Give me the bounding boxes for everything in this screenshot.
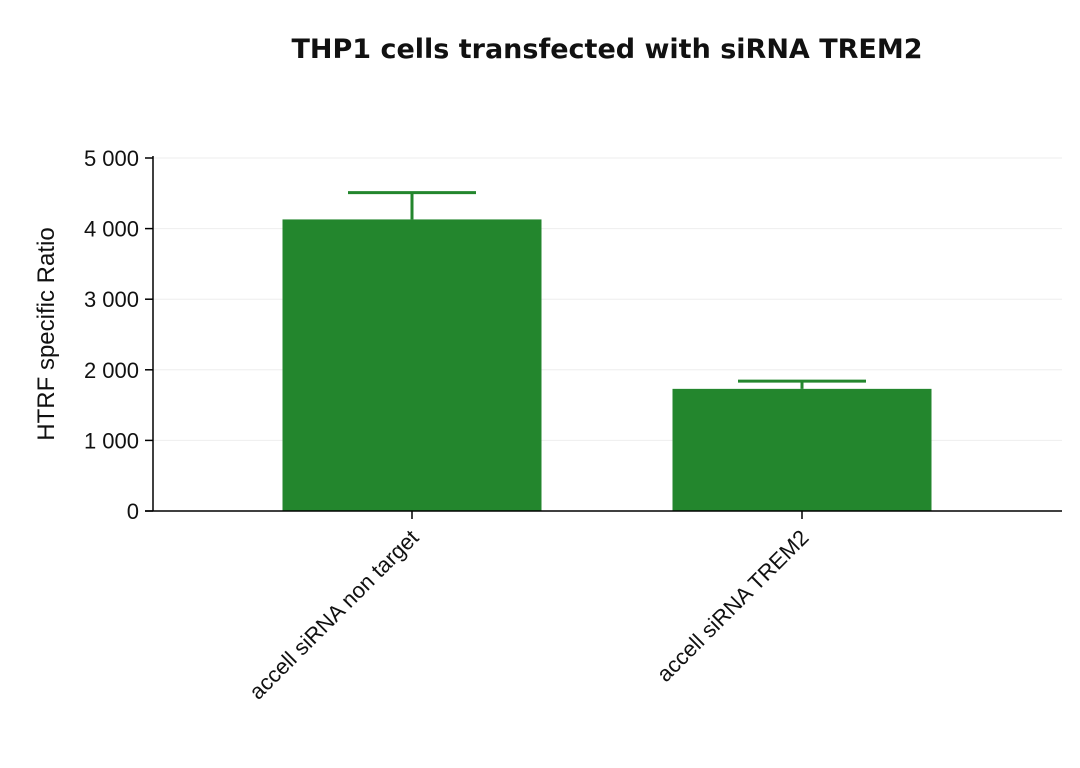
y-axis-ticks: 0 1 000 2 000 3 000 4 000 5 000 [84, 146, 153, 524]
x-tick-label: accell siRNA TREM2 [652, 525, 814, 687]
y-tick-label: 0 [127, 499, 139, 524]
axes [145, 156, 1062, 512]
y-tick-label: 4 000 [84, 217, 139, 242]
bar [282, 219, 542, 511]
x-tick-label: accell siRNA non target [244, 525, 423, 704]
y-axis-label: HTRF specific Ratio [33, 227, 60, 440]
error-bars [348, 191, 866, 389]
bar [672, 388, 932, 511]
bars [282, 219, 932, 511]
y-tick-label: 5 000 [84, 146, 139, 171]
x-axis-ticks: accell siRNA non target accell siRNA TREM… [244, 511, 814, 704]
chart-title: THP1 cells transfected with siRNA TREM2 [291, 34, 922, 65]
y-tick-label: 3 000 [84, 287, 139, 312]
y-tick-label: 2 000 [84, 358, 139, 383]
y-tick-label: 1 000 [84, 428, 139, 453]
